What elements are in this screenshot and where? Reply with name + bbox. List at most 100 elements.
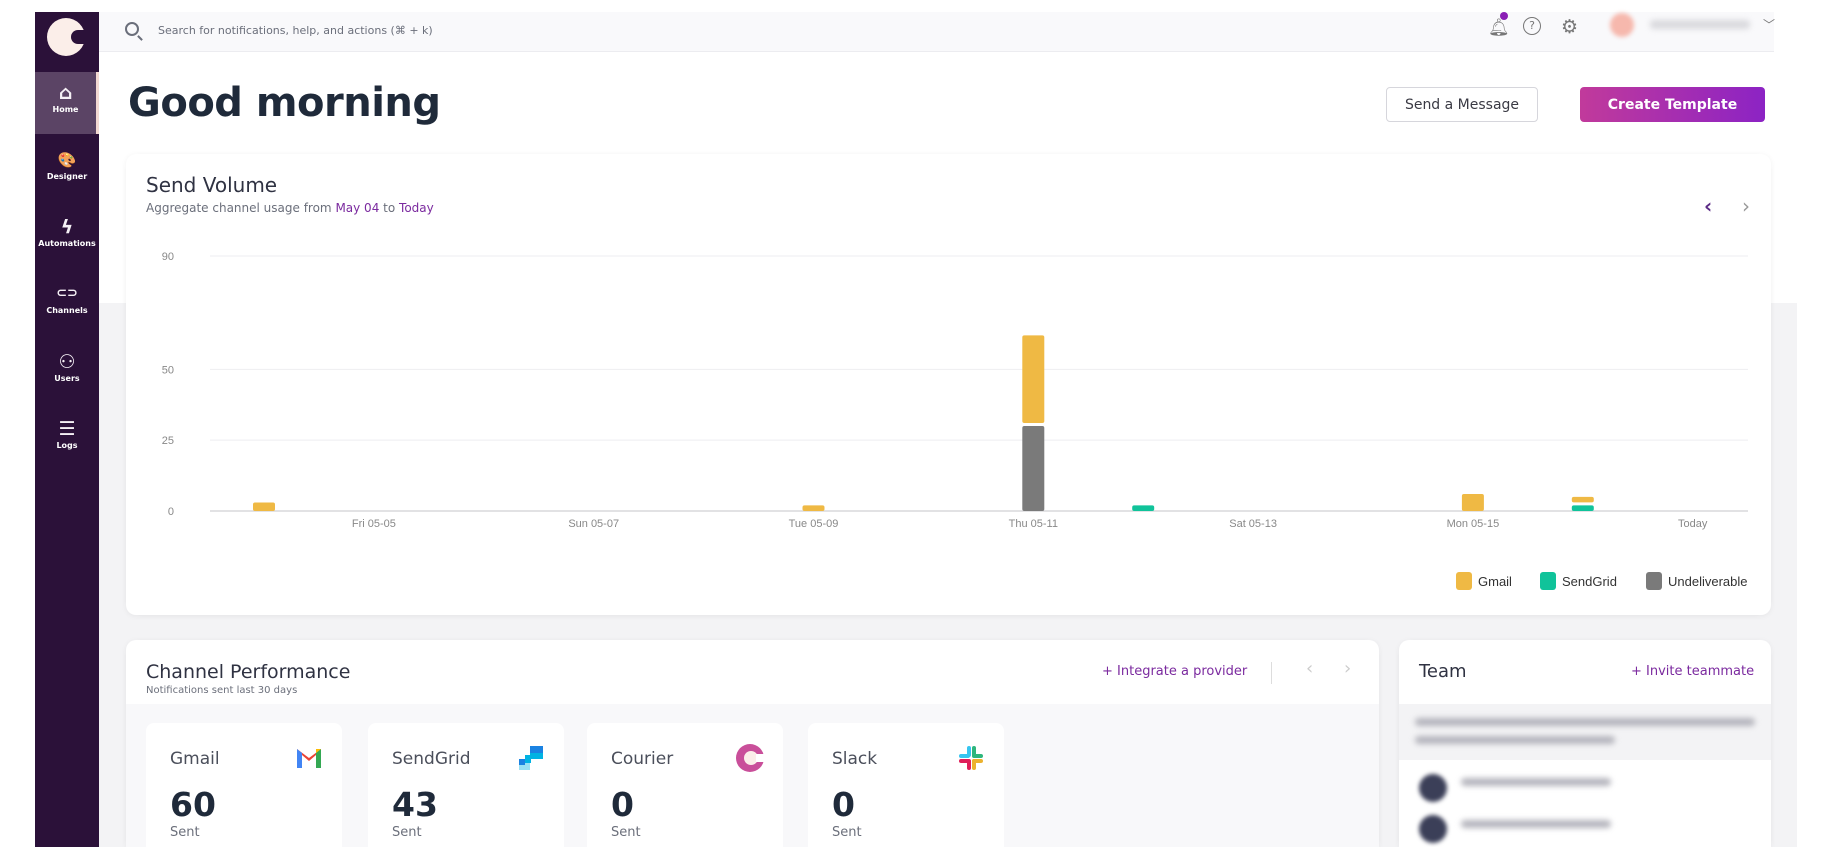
- gear-icon[interactable]: ⚙: [1561, 16, 1579, 38]
- bar-sendgrid-05-16: [1571, 505, 1594, 511]
- channel-card-slack[interactable]: Slack 0 Sent: [808, 723, 1004, 847]
- bell-icon[interactable]: 🔔︎: [1488, 18, 1510, 38]
- bar-gmail-05-09: [802, 505, 825, 511]
- sidebar-item-automations[interactable]: ϟ Automations: [35, 206, 99, 268]
- send-volume-title: Send Volume: [146, 173, 278, 197]
- blurred-text: [1415, 718, 1755, 726]
- search-icon: [125, 22, 139, 36]
- member-avatar: [1419, 774, 1447, 802]
- team-domain-banner-blurred: [1399, 704, 1771, 760]
- legend-swatch-gmail: [1456, 572, 1472, 590]
- channel-sent-label: Sent: [832, 825, 862, 840]
- sidebar-item-channels[interactable]: ⊂⊃ Channels: [35, 273, 99, 335]
- sidebar-item-label: Channels: [46, 306, 88, 315]
- top-bar: Search for notifications, help, and acti…: [99, 12, 1774, 52]
- invite-teammate-link[interactable]: + Invite teammate: [1631, 664, 1754, 679]
- from-date-link[interactable]: May 04: [335, 201, 380, 215]
- sidebar-item-label: Users: [54, 374, 80, 383]
- avatar[interactable]: [1610, 13, 1634, 37]
- sidebar-item-label: Home: [52, 105, 79, 114]
- bar-undeliverable-05-11: [1022, 426, 1045, 511]
- slack-icon: [959, 746, 983, 770]
- bar-sendgrid-05-12: [1132, 505, 1155, 511]
- sidebar: ⌂ Home 🎨 Designer ϟ Automations ⊂⊃ Channels …: [35, 12, 99, 847]
- channel-name: SendGrid: [392, 749, 471, 769]
- courier-logo[interactable]: [47, 18, 87, 56]
- subtitle-text: Aggregate channel usage from: [146, 201, 336, 215]
- chevron-down-icon[interactable]: ﹀: [1763, 18, 1776, 32]
- member-avatar: [1419, 815, 1447, 843]
- sidebar-item-home[interactable]: ⌂ Home: [35, 72, 99, 134]
- channel-sent-count: 0: [832, 785, 855, 824]
- plus-icon: +: [1631, 664, 1647, 679]
- channel-sent-label: Sent: [611, 825, 641, 840]
- x-tick-label: Sun 05-07: [568, 518, 619, 530]
- legend-label-sendgrid: SendGrid: [1562, 574, 1617, 589]
- chevron-left-icon[interactable]: ‹: [1306, 658, 1314, 679]
- y-tick-label: 0: [168, 506, 174, 518]
- search-input[interactable]: Search for notifications, help, and acti…: [158, 24, 433, 37]
- send-message-button[interactable]: Send a Message: [1386, 87, 1538, 122]
- channel-card-gmail[interactable]: Gmail 60 Sent: [146, 723, 342, 847]
- channel-card-courier[interactable]: Courier 0 Sent: [587, 723, 783, 847]
- member-email-blurred: [1461, 820, 1611, 828]
- channel-performance-subtitle: Notifications sent last 30 days: [146, 685, 298, 696]
- sidebar-item-label: Logs: [56, 441, 78, 450]
- bar-gmail-05-16: [1571, 496, 1594, 503]
- legend-swatch-sendgrid: [1540, 572, 1556, 590]
- bar-gmail-05-04: [253, 502, 275, 511]
- x-tick-label: Mon 05-15: [1447, 518, 1500, 530]
- channel-name: Gmail: [170, 749, 220, 769]
- channel-sent-label: Sent: [392, 825, 422, 840]
- y-tick-label: 25: [162, 435, 174, 447]
- channel-sent-count: 60: [170, 785, 216, 824]
- x-tick-label: Today: [1678, 518, 1708, 530]
- y-tick-label: 50: [162, 364, 174, 376]
- channel-card-sendgrid[interactable]: SendGrid 43 Sent: [368, 723, 564, 847]
- channel-sent-label: Sent: [170, 825, 200, 840]
- create-template-button[interactable]: Create Template: [1580, 87, 1765, 122]
- divider: [1271, 662, 1272, 684]
- gmail-icon: [297, 749, 321, 768]
- account-name-blurred[interactable]: [1650, 20, 1750, 29]
- send-volume-chart: 0 25 50 90 Fri 05-05 Sun 05-07 Tue 05-09 Thu 05…: [162, 251, 1748, 590]
- help-icon[interactable]: ?: [1523, 17, 1541, 35]
- sendgrid-icon: [519, 746, 543, 770]
- database-icon: ☰: [58, 418, 76, 440]
- sidebar-item-label: Designer: [46, 172, 88, 181]
- page-edge: [0, 847, 1830, 860]
- y-tick-label: 90: [162, 251, 174, 263]
- sidebar-item-designer[interactable]: 🎨 Designer: [35, 139, 99, 201]
- notification-badge: [1500, 12, 1508, 20]
- x-tick-label: Thu 05-11: [1009, 518, 1058, 530]
- legend-label-gmail: Gmail: [1478, 574, 1512, 589]
- chevron-right-icon[interactable]: ›: [1742, 194, 1750, 218]
- channel-performance-card: Channel Performance Notifications sent l…: [126, 640, 1379, 847]
- to-date-link[interactable]: Today: [399, 201, 434, 215]
- x-tick-label: Tue 05-09: [789, 518, 839, 530]
- bar-gmail-05-15: [1461, 494, 1484, 511]
- bar-gmail-05-11: [1022, 335, 1045, 423]
- sidebar-item-label: Automations: [38, 239, 96, 248]
- member-email-blurred: [1461, 778, 1611, 786]
- legend-label-undeliverable: Undeliverable: [1668, 574, 1748, 589]
- sidebar-item-users[interactable]: ⚇ Users: [35, 341, 99, 403]
- page-title: Good morning: [128, 80, 441, 126]
- integrate-provider-link[interactable]: + Integrate a provider: [1102, 664, 1247, 679]
- channel-performance-title: Channel Performance: [146, 661, 351, 683]
- channel-sent-count: 0: [611, 785, 634, 824]
- chevron-left-icon[interactable]: ‹: [1704, 194, 1713, 218]
- plug-icon: ⊂⊃: [56, 286, 78, 301]
- invite-teammate-label: Invite teammate: [1646, 664, 1755, 679]
- blurred-text: [1415, 736, 1615, 744]
- sidebar-item-logs[interactable]: ☰ Logs: [35, 408, 99, 470]
- legend-swatch-undeliverable: [1646, 572, 1662, 590]
- channel-name: Courier: [611, 749, 674, 769]
- team-title: Team: [1419, 661, 1467, 682]
- users-icon: ⚇: [58, 351, 76, 373]
- channel-name: Slack: [832, 749, 878, 769]
- plus-icon: +: [1102, 664, 1118, 679]
- courier-icon: [736, 744, 765, 772]
- chevron-right-icon[interactable]: ›: [1344, 658, 1352, 679]
- integrate-provider-label: Integrate a provider: [1117, 664, 1248, 679]
